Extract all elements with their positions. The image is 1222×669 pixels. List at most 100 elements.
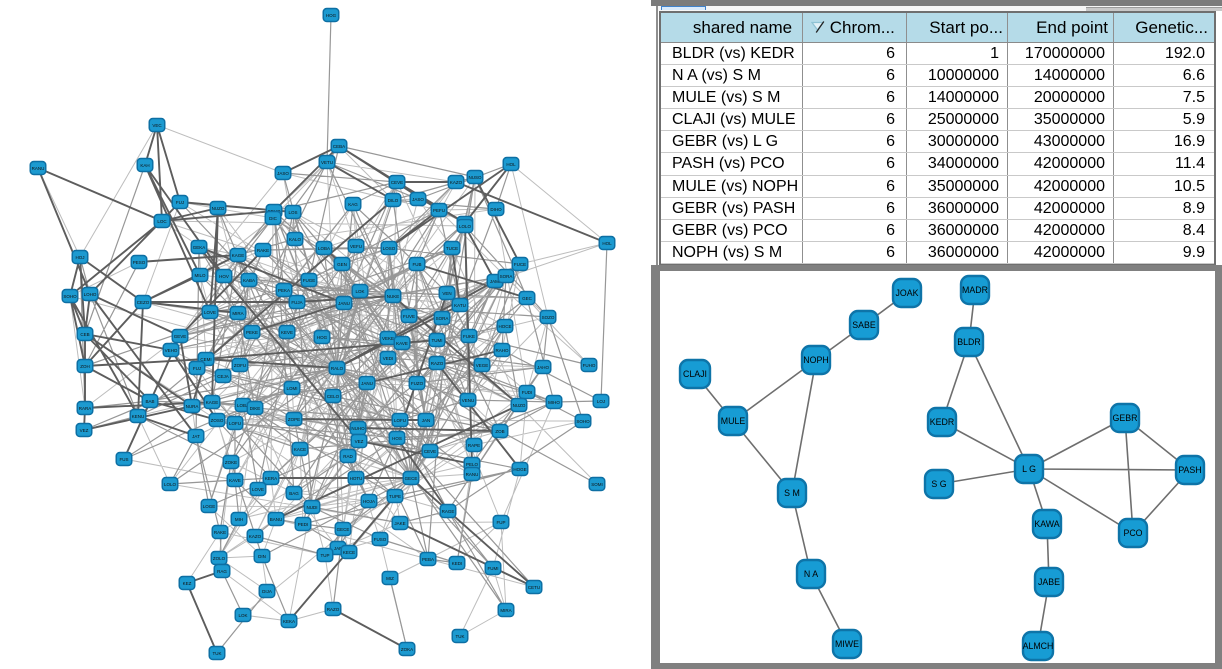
svg-text:VEN: VEN	[442, 291, 451, 296]
svg-text:LOLO: LOLO	[164, 482, 177, 487]
svg-text:HOTU: HOTU	[350, 476, 363, 481]
svg-text:KEDR: KEDR	[930, 417, 954, 427]
svg-text:S M: S M	[784, 488, 800, 498]
svg-text:FUB: FUB	[413, 262, 422, 267]
svg-text:FUMI: FUMI	[488, 566, 499, 571]
svg-text:GEKA: GEKA	[193, 245, 206, 250]
svg-text:SOHO: SOHO	[63, 294, 77, 299]
svg-text:CEJA: CEJA	[217, 374, 229, 379]
svg-text:CEMI: CEMI	[200, 357, 211, 362]
svg-text:TUK: TUK	[213, 651, 222, 656]
svg-text:CEZO: CEZO	[137, 300, 150, 305]
svg-text:DIHO: DIHO	[490, 207, 502, 212]
svg-text:LOK: LOK	[355, 289, 364, 294]
svg-text:FUDI: FUDI	[522, 390, 533, 395]
svg-text:JABE: JABE	[1038, 577, 1060, 587]
svg-text:TUK: TUK	[456, 634, 465, 639]
svg-text:RAPE: RAPE	[468, 443, 480, 448]
svg-text:SOMI: SOMI	[591, 482, 603, 487]
svg-text:ZOSO: ZOSO	[211, 418, 224, 423]
svg-text:PEFU: PEFU	[433, 208, 445, 213]
svg-text:RAG: RAG	[217, 569, 227, 574]
svg-text:NUHO: NUHO	[351, 426, 365, 431]
svg-text:HOGE: HOGE	[513, 467, 526, 472]
svg-text:KATU: KATU	[454, 303, 466, 308]
svg-text:PELO: PELO	[466, 462, 479, 467]
svg-text:FUS: FUS	[120, 457, 129, 462]
svg-text:LOFU: LOFU	[394, 418, 406, 423]
svg-text:RAD: RAD	[343, 454, 353, 459]
svg-text:L G: L G	[1022, 464, 1036, 474]
svg-text:FUKE: FUKE	[463, 334, 475, 339]
svg-text:VENU: VENU	[462, 398, 475, 403]
svg-text:CELO: CELO	[327, 394, 340, 399]
svg-text:PCO: PCO	[1123, 528, 1142, 538]
svg-text:SORA: SORA	[436, 316, 449, 321]
svg-text:RAKE: RAKE	[257, 248, 269, 253]
svg-text:HOG: HOG	[326, 13, 337, 18]
svg-text:KAGE: KAGE	[206, 400, 219, 405]
svg-text:HOL: HOL	[506, 162, 516, 167]
svg-text:RAGE: RAGE	[442, 509, 455, 514]
svg-text:PEBA: PEBA	[422, 557, 434, 562]
svg-text:NUZO: NUZO	[212, 206, 225, 211]
svg-text:CEB: CEB	[80, 332, 89, 337]
svg-text:KENU: KENU	[132, 414, 145, 419]
svg-text:JAT: JAT	[192, 434, 200, 439]
svg-text:JANU: JANU	[361, 381, 373, 386]
svg-text:KECE: KECE	[343, 550, 355, 555]
svg-text:CEVE: CEVE	[391, 180, 403, 185]
svg-text:GECE: GECE	[405, 476, 418, 481]
svg-text:BANU: BANU	[270, 517, 283, 522]
svg-text:HOJA: HOJA	[363, 499, 375, 504]
svg-text:BAG: BAG	[289, 491, 299, 496]
svg-text:KAH: KAH	[140, 163, 149, 168]
svg-text:DIKE: DIKE	[250, 406, 261, 411]
svg-text:NURA: NURA	[186, 404, 199, 409]
svg-text:KEZ: KEZ	[183, 581, 192, 586]
svg-text:FUVE: FUVE	[403, 314, 415, 319]
svg-text:RARA: RARA	[79, 406, 92, 411]
svg-text:KAGE: KAGE	[232, 253, 245, 258]
svg-text:DIC: DIC	[269, 216, 278, 221]
svg-text:HOCE: HOCE	[498, 324, 511, 329]
svg-text:N A: N A	[804, 569, 818, 579]
svg-text:GECE: GECE	[337, 527, 350, 532]
svg-text:SABE: SABE	[852, 320, 876, 330]
svg-text:RANU: RANU	[466, 472, 479, 477]
svg-text:KABA: KABA	[243, 278, 255, 283]
svg-text:PESO: PESO	[133, 260, 146, 265]
svg-text:MIRA: MIRA	[232, 311, 243, 316]
svg-text:SOHO: SOHO	[576, 419, 590, 424]
svg-text:LOBA: LOBA	[318, 246, 330, 251]
svg-text:CETU: CETU	[528, 585, 540, 590]
svg-text:KAVE: KAVE	[229, 478, 241, 483]
svg-text:VEGE: VEGE	[476, 363, 489, 368]
svg-text:JOAK: JOAK	[896, 288, 919, 298]
svg-text:KEDI: KEDI	[452, 561, 463, 566]
svg-text:MILO: MILO	[194, 273, 206, 278]
svg-text:KAG: KAG	[348, 202, 358, 207]
svg-text:ZOB: ZOB	[495, 429, 504, 434]
svg-text:PEDI: PEDI	[298, 522, 309, 527]
svg-text:MIRA: MIRA	[500, 608, 511, 613]
svg-text:NUSO: NUSO	[468, 175, 482, 180]
svg-text:HOL: HOL	[602, 241, 612, 246]
svg-text:KAVE: KAVE	[396, 341, 408, 346]
svg-text:GEC: GEC	[522, 296, 533, 301]
svg-text:JAHO: JAHO	[537, 365, 550, 370]
svg-text:SOZO: SOZO	[542, 315, 555, 320]
svg-text:LOS: LOS	[288, 210, 297, 215]
svg-text:RALO: RALO	[331, 366, 344, 371]
svg-text:JASO: JASO	[412, 197, 424, 202]
svg-text:KEVE: KEVE	[281, 330, 293, 335]
svg-text:VEKE: VEKE	[382, 336, 394, 341]
svg-text:LOLO: LOLO	[459, 224, 472, 229]
svg-text:ZOLO: ZOLO	[213, 556, 226, 561]
svg-text:BLDR: BLDR	[957, 337, 980, 347]
svg-text:NUDI: NUDI	[307, 505, 318, 510]
svg-text:PEKE: PEKE	[246, 330, 258, 335]
svg-text:DILO: DILO	[388, 198, 399, 203]
svg-text:LOVE: LOVE	[252, 487, 264, 492]
svg-text:KAWA: KAWA	[1034, 519, 1059, 529]
